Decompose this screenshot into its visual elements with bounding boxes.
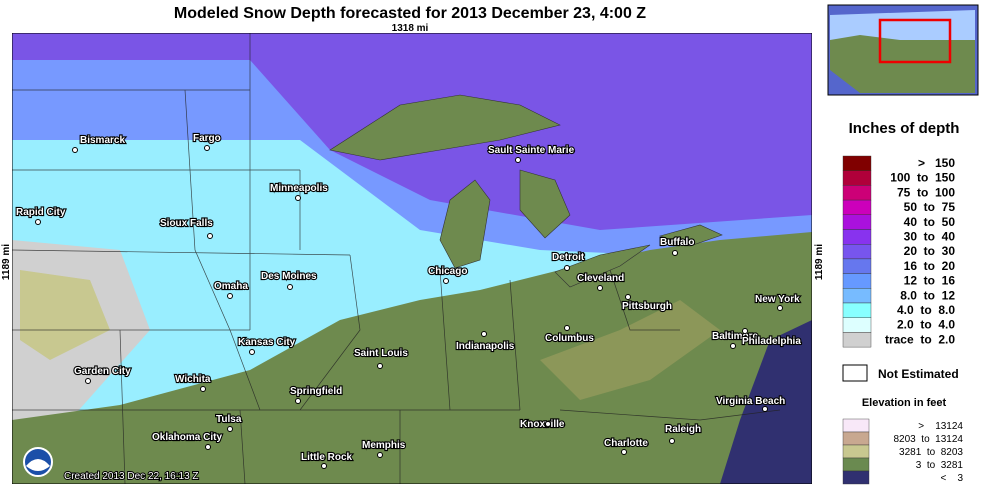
city: Philadelphia — [742, 336, 801, 347]
legend-swatch — [842, 170, 872, 186]
city: Charlotte — [604, 438, 648, 449]
elevation-swatch — [842, 444, 870, 459]
city: Sault Sainte Marie — [488, 145, 575, 156]
legend-swatch — [842, 229, 872, 245]
city: Tulsa — [216, 414, 242, 425]
legend-swatch — [842, 258, 872, 274]
city: Wichita — [175, 374, 211, 385]
map — [12, 33, 812, 484]
city: Memphis — [362, 440, 406, 451]
legend-swatch — [842, 155, 872, 171]
legend-label: 50 to 75 — [904, 200, 956, 214]
legend-label: 12 to 16 — [904, 274, 956, 288]
legend-label: 8.0 to 12 — [900, 288, 955, 302]
elevation-label: 3 to 3281 — [916, 460, 964, 471]
legend-swatch — [842, 243, 872, 260]
elevation-title: Elevation in feet — [862, 397, 947, 409]
legend-label: 16 to 20 — [904, 259, 956, 273]
legend-swatch — [842, 214, 872, 230]
city: Omaha — [214, 281, 248, 292]
elevation-legend: > 13124 8203 to 13124 3281 to 8203 3 to 328… — [842, 418, 964, 485]
elevation-label: 3281 to 8203 — [899, 447, 963, 458]
city: Saint Louis — [354, 348, 408, 359]
city: Kansas City — [238, 337, 296, 348]
not-estimated: Not Estimated — [878, 367, 959, 381]
legend-label: 75 to 100 — [897, 185, 955, 199]
city: New York — [755, 294, 800, 305]
city: Garden City — [74, 366, 131, 377]
city: Cleveland — [577, 273, 624, 284]
city-labels: Bismarck Fargo Minneapolis Rapid City Si… — [15, 132, 803, 464]
elevation-swatch — [842, 431, 870, 446]
not-estimated-swatch — [842, 364, 868, 382]
city: Knoxville — [520, 419, 565, 430]
inset-map — [827, 4, 979, 96]
legend-label: 40 to 50 — [904, 215, 956, 229]
height-label-right: 1189 mi — [814, 244, 825, 280]
legend-swatch — [842, 273, 872, 289]
legend-swatch — [842, 199, 872, 216]
legend-label: 4.0 to 8.0 — [897, 303, 955, 317]
legend-label: 20 to 30 — [904, 244, 956, 258]
city: Baltimore — [712, 331, 759, 342]
city: Columbus — [545, 333, 594, 344]
city: Virginia Beach — [716, 396, 785, 407]
elevation-swatch — [842, 457, 870, 472]
city: Indianapolis — [456, 341, 515, 352]
legend-swatch — [842, 288, 872, 304]
title: Modeled Snow Depth forecasted for 2013 D… — [174, 5, 646, 22]
city-dots — [35, 145, 783, 469]
legend-swatch — [842, 185, 872, 201]
height-label: 1189 mi — [1, 244, 12, 280]
legend-swatch — [842, 317, 872, 333]
elevation-swatch — [842, 470, 870, 485]
legend-label: 30 to 40 — [904, 230, 956, 244]
city: Rapid City — [16, 207, 66, 218]
legend-title: Inches of depth — [849, 120, 960, 137]
created-text: Created 2013 Dec 22, 16:13 Z — [64, 471, 199, 482]
width-label: 1318 mi — [392, 23, 429, 34]
city: Detroit — [552, 252, 585, 263]
city: Raleigh — [665, 424, 701, 435]
city: Chicago — [428, 266, 467, 277]
city: Des Moines — [261, 271, 317, 282]
city: Sioux Falls — [160, 218, 213, 229]
elevation-label: 8203 to 13124 — [893, 434, 963, 445]
city: Little Rock — [301, 452, 353, 463]
city: Bismarck — [80, 135, 125, 146]
legend-swatch — [842, 302, 872, 318]
city: Springfield — [290, 386, 342, 397]
elevation-swatch — [842, 418, 870, 433]
city: Pittsburgh — [622, 301, 672, 312]
elevation-label: < 3 — [940, 473, 963, 484]
legend-swatch — [842, 332, 872, 348]
legend-label: trace to 2.0 — [885, 332, 955, 346]
elevation-label: > 13124 — [918, 421, 963, 432]
legend-label: 2.0 to 4.0 — [897, 318, 955, 332]
city: Buffalo — [660, 237, 694, 248]
city: Oklahoma City — [152, 432, 222, 443]
city: Fargo — [193, 133, 221, 144]
city: Minneapolis — [270, 183, 328, 194]
noaa-logo — [23, 447, 53, 477]
legend-label: > 150 — [918, 156, 955, 170]
legend-label: 100 to 150 — [890, 171, 955, 185]
